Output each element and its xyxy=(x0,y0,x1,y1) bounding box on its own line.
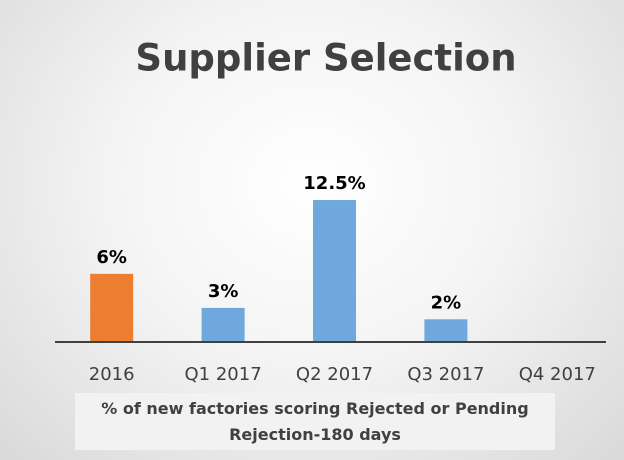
x-tick-label: Q4 2017 xyxy=(519,364,596,385)
bar xyxy=(201,307,245,342)
data-label: 12.5% xyxy=(303,173,365,194)
chart-title: Supplier Selection xyxy=(135,37,516,80)
data-label: 2% xyxy=(431,292,462,313)
x-tick-label: Q2 2017 xyxy=(296,364,373,385)
bar xyxy=(424,319,468,342)
x-tick-label: Q3 2017 xyxy=(407,364,484,385)
x-axis-caption: % of new factories scoring Rejected or P… xyxy=(75,393,555,450)
bar xyxy=(313,200,356,342)
data-label: 6% xyxy=(96,247,127,268)
x-tick-label: 2016 xyxy=(89,364,135,385)
data-label: 3% xyxy=(208,281,239,302)
x-tick-label: Q1 2017 xyxy=(185,364,262,385)
bar xyxy=(90,273,134,342)
